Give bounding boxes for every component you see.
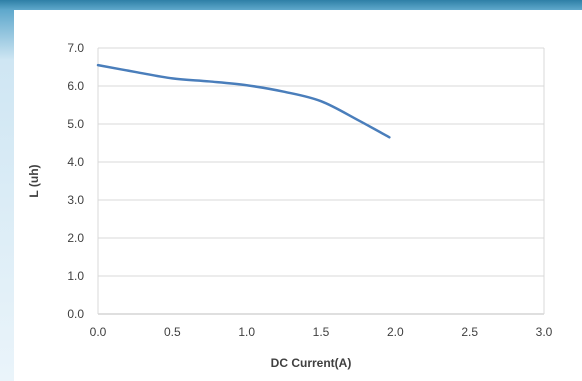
y-tick-label: 7.0 <box>67 41 84 55</box>
x-tick-label: 2.0 <box>387 325 404 339</box>
y-tick-label: 6.0 <box>67 79 84 93</box>
x-axis-ticks: 0.0 0.5 1.0 1.5 2.0 2.5 3.0 <box>90 325 553 339</box>
x-tick-label: 1.5 <box>313 325 330 339</box>
x-axis-title: DC Current(A) <box>271 356 352 370</box>
y-tick-label: 2.0 <box>67 231 84 245</box>
y-tick-label: 0.0 <box>67 307 84 321</box>
x-tick-label: 0.0 <box>90 325 107 339</box>
gridlines <box>97 47 545 315</box>
y-axis-title: L (uh) <box>27 164 41 197</box>
chart-area: 0.0 1.0 2.0 3.0 4.0 5.0 6.0 7.0 0.0 0.5 1.0 1.5 2.0… <box>14 10 582 381</box>
x-tick-label: 2.5 <box>461 325 478 339</box>
y-tick-label: 4.0 <box>67 155 84 169</box>
y-tick-label: 1.0 <box>67 269 84 283</box>
x-tick-label: 3.0 <box>536 325 553 339</box>
x-tick-label: 0.5 <box>164 325 181 339</box>
y-tick-label: 5.0 <box>67 117 84 131</box>
series-line <box>96 63 391 139</box>
x-tick-label: 1.0 <box>238 325 255 339</box>
y-axis-ticks: 0.0 1.0 2.0 3.0 4.0 5.0 6.0 7.0 <box>67 41 84 321</box>
series-group <box>96 63 391 139</box>
y-tick-label: 3.0 <box>67 193 84 207</box>
line-chart: 0.0 1.0 2.0 3.0 4.0 5.0 6.0 7.0 0.0 0.5 1.0 1.5 2.0… <box>27 41 553 370</box>
